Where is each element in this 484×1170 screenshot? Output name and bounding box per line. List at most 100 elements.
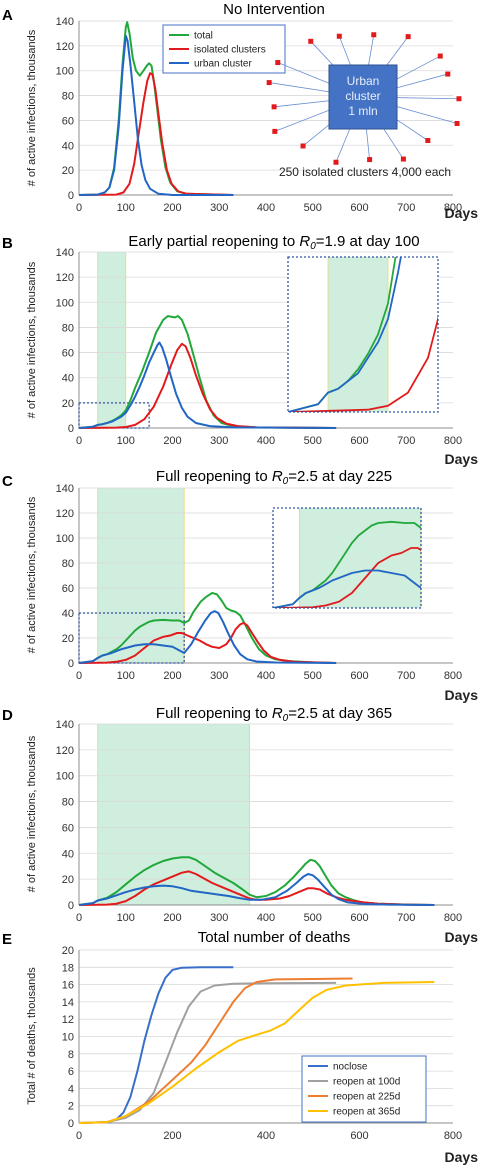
panel-letter: D (2, 707, 13, 724)
x-tick-label: 500 (304, 670, 322, 682)
inset-series-urban (288, 257, 402, 412)
series-line-urban (78, 873, 435, 906)
y-axis-label: # of active infections, thousands (26, 261, 38, 418)
y-tick-label: 6 (68, 1066, 74, 1078)
isolated-cluster-marker (308, 38, 314, 44)
x-axis-label: Days (445, 205, 479, 221)
isolated-cluster-marker (266, 80, 272, 86)
y-tick-label: 140 (56, 247, 74, 259)
series-line-isolated (78, 342, 337, 429)
y-tick-label: 20 (62, 165, 74, 177)
isolated-cluster-marker (336, 33, 342, 39)
y-tick-label: 140 (56, 719, 74, 731)
x-tick-label: 100 (117, 202, 135, 214)
legend-label: noclose (333, 1062, 368, 1073)
chart-title: Full reopening to R0=2.5 at day 225 (156, 468, 392, 487)
y-tick-label: 80 (62, 558, 74, 570)
inset-border (272, 507, 422, 609)
diagram-caption: 250 isolated clusters 4,000 each (279, 165, 451, 179)
title-r: R (272, 468, 283, 485)
y-tick-label: 14 (62, 997, 74, 1009)
y-tick-label: 4 (68, 1083, 74, 1095)
inset (272, 507, 422, 609)
title-r: R (299, 233, 310, 250)
inset-series-urban (273, 569, 421, 608)
x-tick-label: 400 (257, 1130, 275, 1142)
isolated-cluster-marker (271, 104, 277, 110)
legend-label: total (194, 31, 213, 42)
isolated-cluster-marker (437, 53, 443, 59)
y-axis-label: # of active infections, thousands (26, 735, 38, 892)
chart-title: Early partial reopening to R0=1.9 at day… (128, 233, 419, 252)
isolated-cluster-marker (333, 159, 339, 165)
x-tick-label: 300 (210, 670, 228, 682)
x-tick-label: 400 (257, 670, 275, 682)
y-tick-label: 0 (68, 1118, 74, 1130)
y-tick-label: 80 (62, 91, 74, 103)
title-subscript: 0 (283, 476, 289, 487)
legend: total isolated clusters urban cluster (162, 24, 286, 74)
chart-title: No Intervention (223, 1, 325, 18)
isolated-cluster-marker (400, 156, 406, 162)
x-tick-label: 600 (350, 1130, 368, 1142)
panel-letter: A (2, 7, 13, 24)
title-subscript: 0 (310, 241, 316, 252)
x-tick-label: 500 (304, 435, 322, 447)
y-tick-label: 40 (62, 373, 74, 385)
inset-shaded-interval (299, 508, 421, 608)
chart-title: Total number of deaths (198, 929, 351, 946)
x-tick-label: 400 (257, 435, 275, 447)
urban-cluster-box (328, 64, 398, 130)
series-line-noclose (78, 966, 234, 1124)
legend-label: reopen at 225d (333, 1092, 400, 1103)
x-tick-label: 800 (444, 1130, 462, 1142)
y-tick-label: 80 (62, 797, 74, 809)
series-line-reopen365 (78, 981, 435, 1124)
inset-lines (288, 257, 438, 412)
series-line-total (78, 856, 435, 906)
isolated-cluster-marker (371, 32, 377, 38)
title-text: =1.9 at day 100 (316, 233, 420, 250)
y-tick-label: 120 (56, 508, 74, 520)
y-tick-label: 100 (56, 66, 74, 78)
legend: noclose reopen at 100d reopen at 225d reope… (301, 1055, 427, 1123)
title-text: Full reopening to (156, 468, 272, 485)
series-line-urban (78, 341, 337, 429)
y-tick-label: 100 (56, 297, 74, 309)
y-tick-label: 100 (56, 533, 74, 545)
y-tick-label: 120 (56, 41, 74, 53)
series-line-isolated (78, 622, 337, 664)
x-tick-label: 0 (76, 435, 82, 447)
series-line-urban (78, 610, 337, 664)
title-subscript: 0 (283, 713, 289, 724)
x-tick-label: 200 (163, 202, 181, 214)
y-tick-label: 120 (56, 272, 74, 284)
legend-box (162, 24, 286, 74)
y-axis-label: # of active infections, thousands (26, 29, 38, 186)
y-tick-label: 8 (68, 1049, 74, 1061)
y-tick-label: 16 (62, 980, 74, 992)
x-tick-label: 200 (163, 670, 181, 682)
isolated-cluster-marker (454, 120, 460, 126)
inset-lines (273, 520, 421, 608)
y-tick-label: 20 (62, 874, 74, 886)
panel-b: 0 20 40 60 80 100 120 140 0 100 200 300 400 500 600 700… (2, 233, 478, 467)
y-tick-label: 0 (68, 423, 74, 435)
isolated-cluster-marker (300, 143, 306, 149)
x-tick-label: 300 (210, 202, 228, 214)
x-tick-label: 600 (350, 912, 368, 924)
urban-box-label: 1 mln (348, 104, 377, 118)
x-axis-label: Days (445, 929, 479, 945)
title-r: R (272, 705, 283, 722)
panel-letter: E (2, 931, 12, 948)
y-tick-label: 140 (56, 483, 74, 495)
y-tick-label: 40 (62, 848, 74, 860)
series-line-isolated (78, 72, 234, 196)
panel-c: 0 20 40 60 80 100 120 140 0 100 200 300 400 500 600 700… (2, 468, 478, 703)
legend-label: isolated clusters (194, 45, 266, 56)
x-tick-label: 800 (444, 670, 462, 682)
panel-d: 0 20 40 60 80 100 120 140 0 100 200 300 400 500 600 700… (2, 705, 478, 945)
title-text: =2.5 at day 365 (288, 705, 392, 722)
